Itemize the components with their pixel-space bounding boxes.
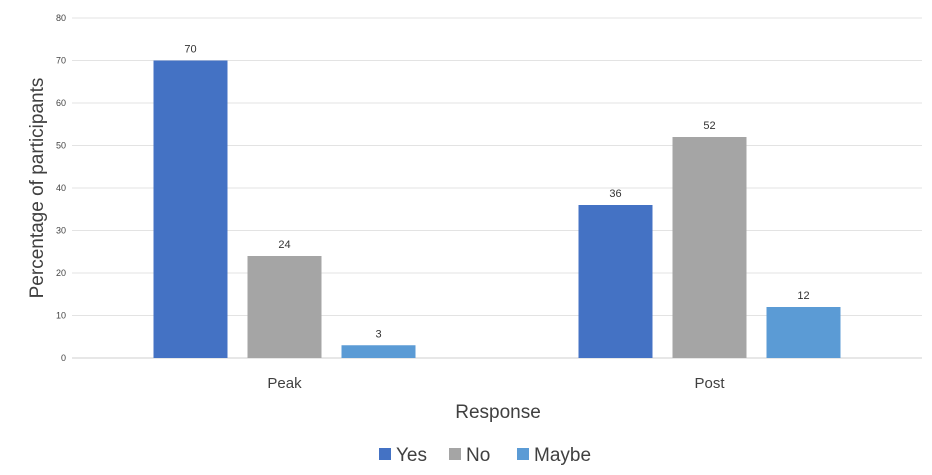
y-axis-ticks: 0 10 20 30 40 50 60 70 80 [56, 13, 66, 363]
y-tick-label: 0 [61, 353, 66, 363]
legend-label-yes: Yes [396, 445, 427, 466]
y-tick-label: 40 [56, 183, 66, 193]
legend: Yes No Maybe [379, 445, 591, 466]
data-labels: 70 24 3 36 52 12 [184, 44, 809, 341]
data-label: 3 [375, 328, 381, 340]
data-label: 52 [703, 120, 715, 132]
y-tick-label: 10 [56, 311, 66, 321]
data-label: 36 [609, 188, 621, 200]
y-tick-label: 60 [56, 98, 66, 108]
y-tick-label: 30 [56, 226, 66, 236]
bar-no-post [672, 137, 747, 358]
x-axis-categories: Peak Post [267, 375, 725, 392]
legend-swatch-yes [379, 448, 391, 460]
y-tick-label: 20 [56, 268, 66, 278]
bar-yes-peak [153, 60, 228, 358]
bar-maybe-peak [341, 345, 416, 358]
legend-label-no: No [466, 445, 490, 466]
data-label: 12 [797, 290, 809, 302]
legend-swatch-maybe [517, 448, 529, 460]
y-axis-title: Percentage of participants [27, 78, 48, 299]
data-label: 70 [184, 44, 196, 56]
legend-label-maybe: Maybe [534, 445, 591, 466]
x-category-label: Peak [267, 375, 302, 392]
bar-no-peak [247, 256, 322, 358]
y-tick-label: 50 [56, 141, 66, 151]
legend-swatch-no [449, 448, 461, 460]
bar-maybe-post [766, 307, 841, 358]
bar-yes-post [578, 205, 653, 358]
y-tick-label: 70 [56, 56, 66, 66]
x-category-label: Post [694, 375, 725, 392]
data-label: 24 [278, 239, 290, 251]
x-axis-title: Response [455, 402, 541, 423]
y-tick-label: 80 [56, 13, 66, 23]
bars [153, 60, 841, 358]
